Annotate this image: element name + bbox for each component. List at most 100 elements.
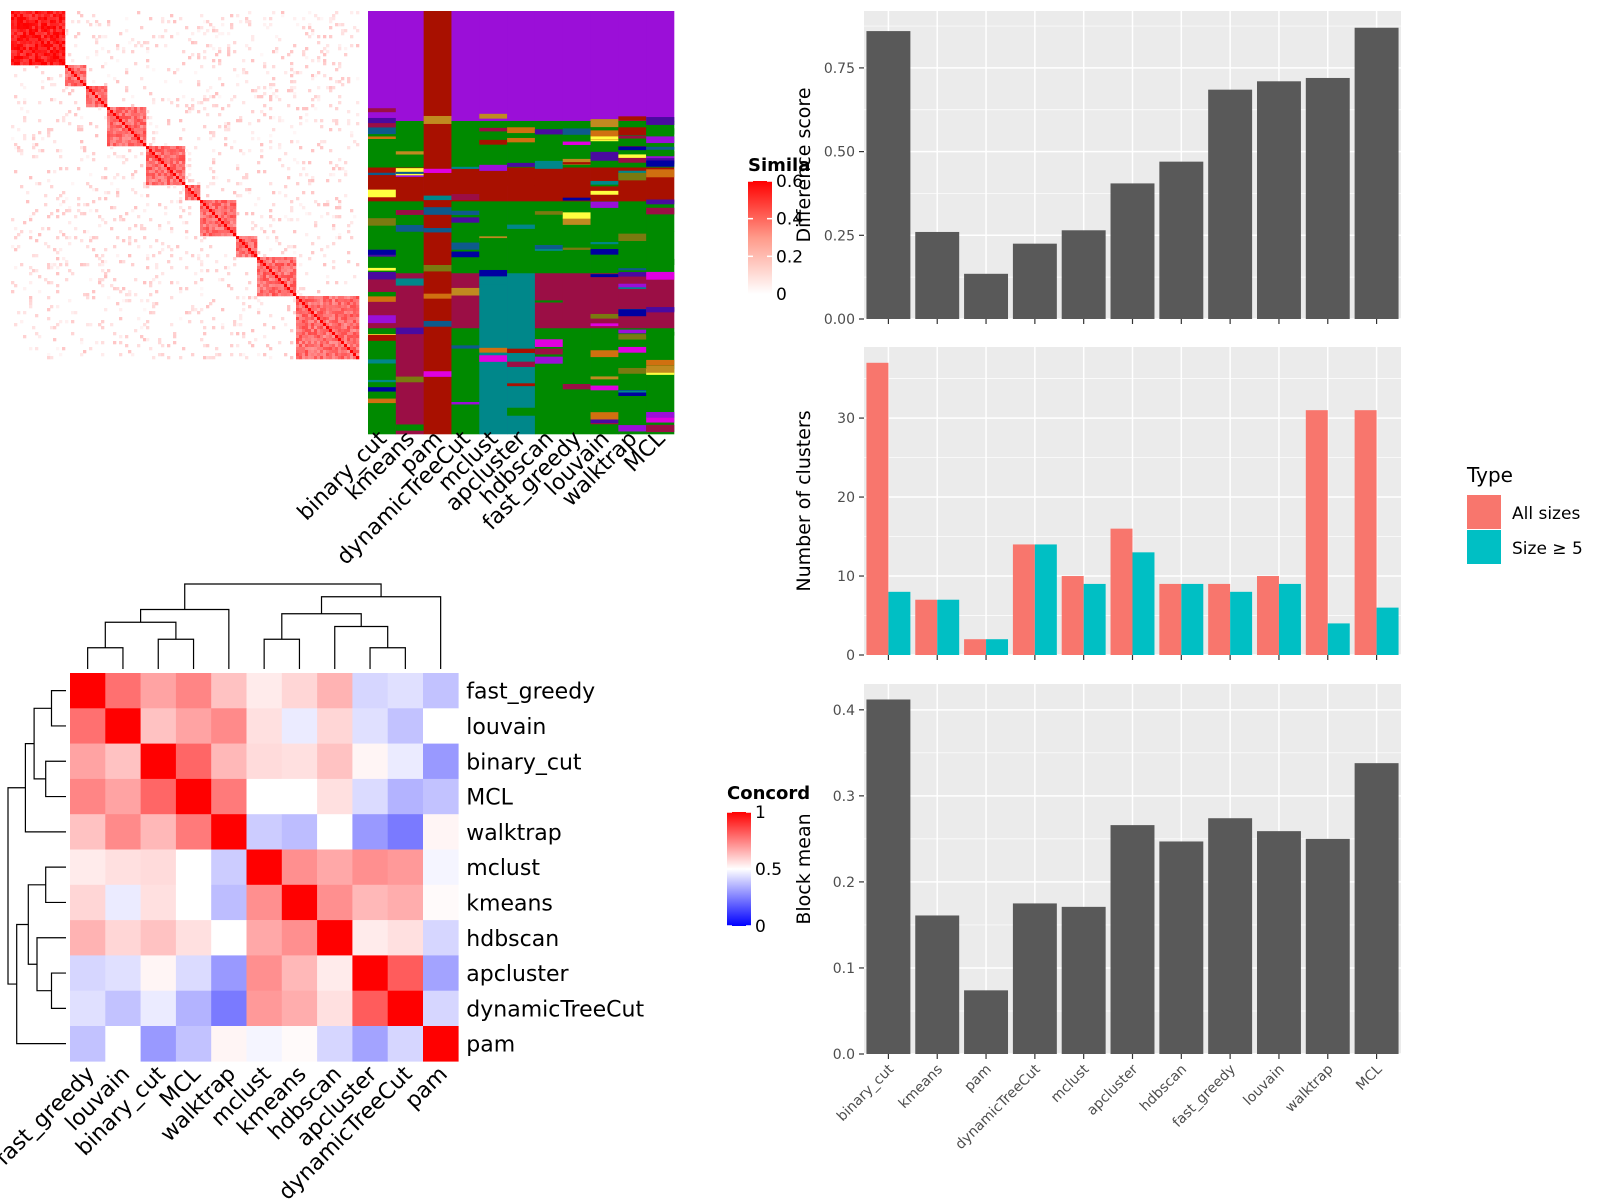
similarity-cell [356, 302, 360, 306]
similarity-cell [92, 188, 96, 192]
similarity-cell [335, 314, 339, 318]
similarity-cell [305, 317, 309, 321]
similarity-cell [161, 182, 165, 186]
similarity-cell [311, 104, 315, 108]
similarity-cell [47, 134, 51, 138]
similarity-cell [62, 119, 66, 123]
similarity-cell [128, 119, 132, 123]
similarity-cell [137, 110, 141, 114]
y-tick-label: 0.50 [824, 145, 855, 161]
similarity-cell [269, 290, 273, 294]
similarity-cell [200, 233, 204, 237]
similarity-cell [335, 335, 339, 339]
similarity-cell [218, 215, 222, 219]
dendrogram-branch [157, 638, 195, 669]
similarity-cell [206, 230, 210, 234]
similarity-cell [200, 14, 204, 18]
similarity-cell [146, 65, 150, 69]
similarity-cell [206, 206, 210, 210]
similarity-cell [38, 335, 42, 339]
similarity-cell [125, 212, 129, 216]
similarity-cell [287, 272, 291, 276]
similarity-cell [350, 347, 354, 351]
similarity-cell [134, 128, 138, 132]
concordance-cell [105, 955, 141, 991]
concordance-cell [352, 743, 388, 780]
similarity-cell [272, 128, 276, 132]
similarity-cell [62, 89, 66, 93]
bar-size-ge5 [1230, 591, 1253, 655]
similarity-cell [47, 56, 51, 60]
similarity-cell [320, 335, 324, 339]
similarity-cell [227, 209, 231, 213]
similarity-cell [293, 86, 297, 90]
bar-all-sizes [1061, 576, 1084, 655]
similarity-cell [32, 23, 36, 27]
similarity-cell [44, 26, 48, 30]
similarity-cell [47, 215, 51, 219]
similarity-cell [263, 269, 267, 273]
similarity-cell [173, 164, 177, 168]
concordance-cell [352, 955, 388, 991]
similarity-cell [221, 323, 225, 327]
similarity-cell [134, 131, 138, 135]
similarity-cell [188, 320, 192, 324]
similarity-cell [80, 77, 84, 81]
similarity-cell [218, 62, 222, 66]
concordance-cell [352, 849, 388, 886]
similarity-cell [239, 242, 243, 246]
similarity-cell [314, 350, 318, 354]
similarity-cell [275, 281, 279, 285]
similarity-cell [83, 350, 87, 354]
similarity-cell [41, 35, 45, 39]
similarity-cell [47, 170, 51, 174]
similarity-cell [320, 296, 324, 300]
similarity-cell [65, 197, 69, 201]
similarity-cell [212, 170, 216, 174]
concordance-cell [140, 1026, 177, 1062]
similarity-cell [242, 254, 246, 258]
similarity-cell [230, 146, 234, 150]
similarity-cell [128, 128, 132, 132]
membership-stripe [451, 166, 480, 169]
similarity-cell [65, 71, 69, 75]
similarity-cell [56, 14, 60, 18]
similarity-cell [332, 320, 336, 324]
concordance-cell [70, 920, 106, 956]
similarity-cell [50, 56, 54, 60]
concordance-legend: Concord 10.50 [727, 783, 810, 937]
similarity-cell [200, 65, 204, 69]
similarity-cell [56, 11, 60, 15]
similarity-cell [17, 44, 21, 48]
similarity-cell [320, 308, 324, 312]
membership-stripe [423, 168, 452, 173]
similarity-cell [314, 347, 318, 351]
similarity-cell [326, 350, 330, 354]
similarity-cell [113, 131, 117, 135]
similarity-cell [38, 56, 42, 60]
similarity-cell [308, 332, 312, 336]
similarity-cell [161, 146, 165, 150]
similarity-cell [170, 158, 174, 162]
similarity-cell [341, 329, 345, 333]
similarity-cell [356, 44, 360, 48]
similarity-cell [152, 182, 156, 186]
similarity-cell [89, 278, 93, 282]
similarity-cell [260, 263, 264, 267]
similarity-cell [20, 14, 24, 18]
similarity-cell [125, 17, 129, 21]
similarity-cell [254, 236, 258, 240]
similarity-cell [20, 56, 24, 60]
similarity-cell [269, 347, 273, 351]
similarity-cell [44, 278, 48, 282]
similarity-cell [17, 233, 21, 237]
similarity-cell [182, 149, 186, 153]
similarity-cell [245, 245, 249, 249]
similarity-cell [47, 35, 51, 39]
similarity-cell [230, 215, 234, 219]
similarity-cell [143, 110, 147, 114]
similarity-cell [23, 311, 27, 315]
similarity-cell [239, 323, 243, 327]
similarity-cell [350, 323, 354, 327]
similarity-cell [35, 17, 39, 21]
